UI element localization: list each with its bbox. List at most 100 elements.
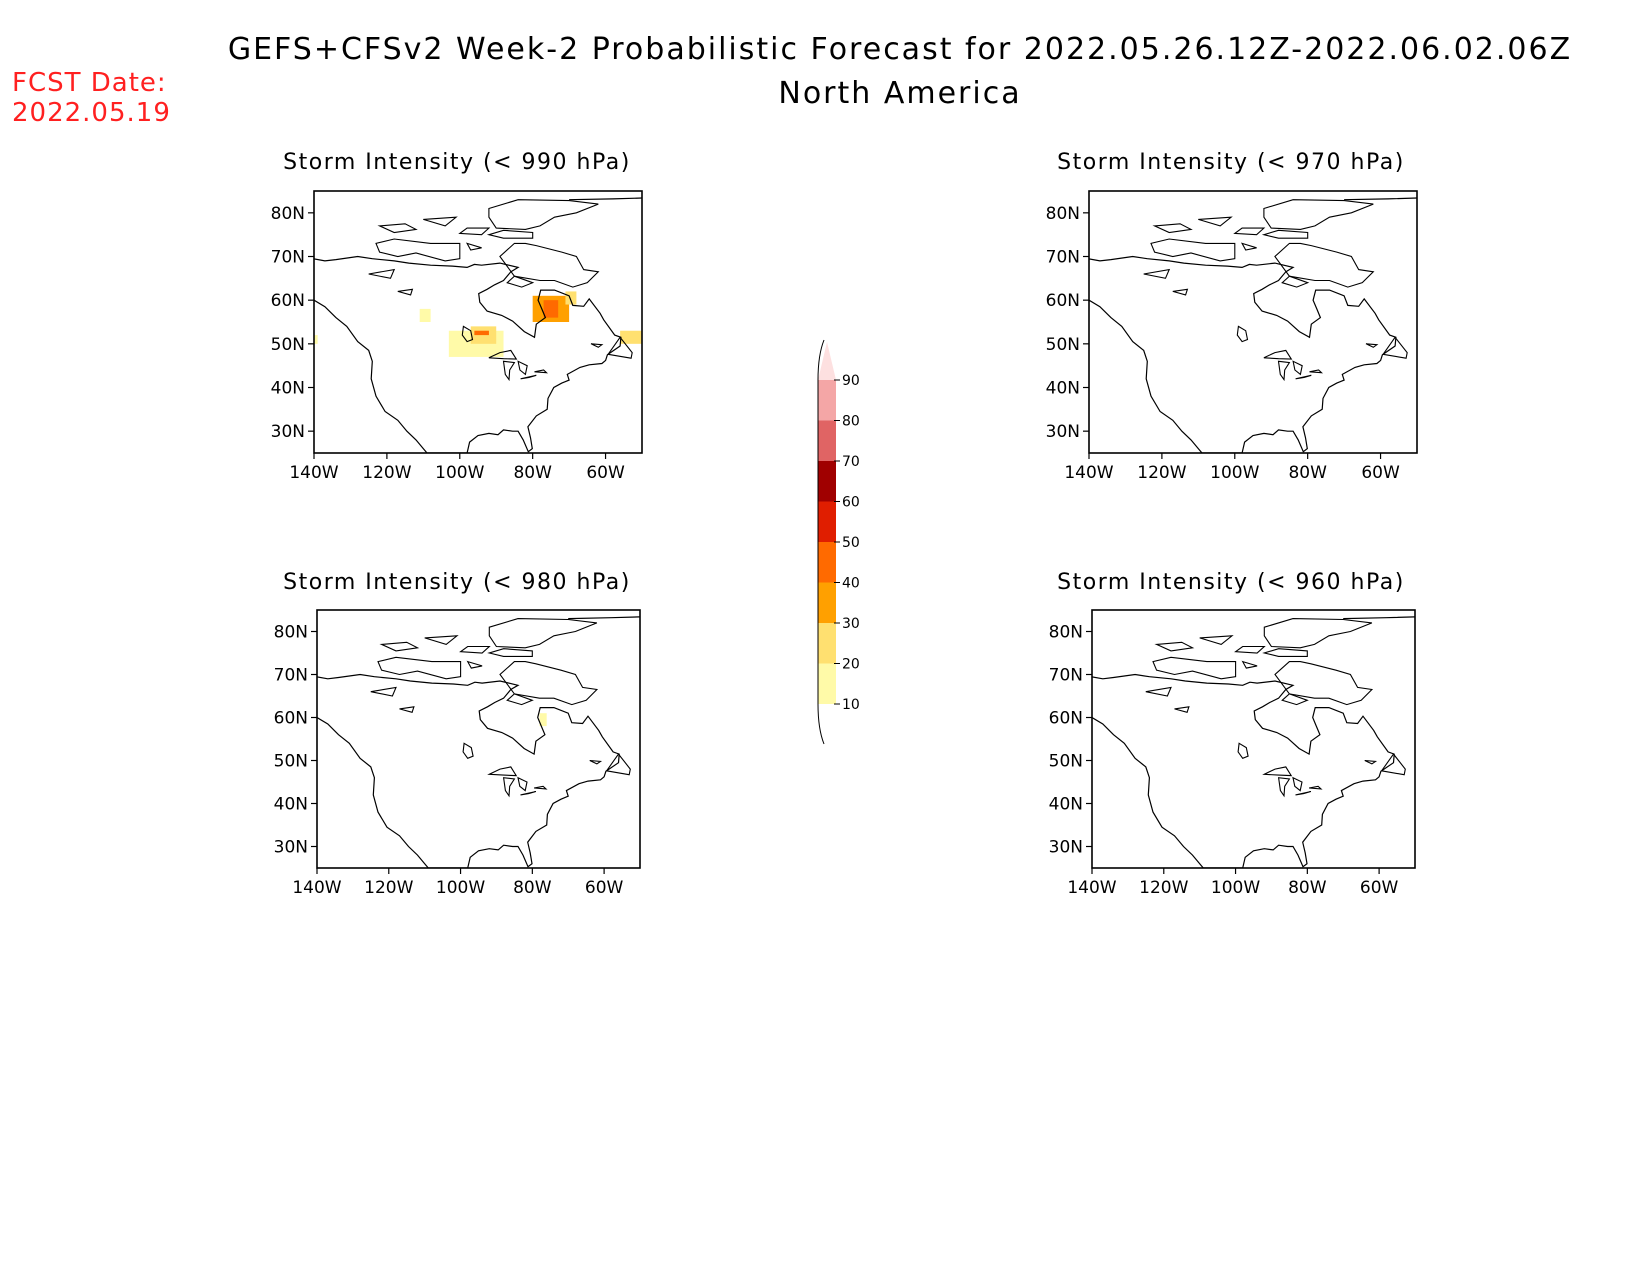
lake-outline xyxy=(1309,369,1324,374)
colorbar-bin xyxy=(818,582,836,623)
lon-tick-label: 60W xyxy=(585,878,624,898)
island-outline xyxy=(1234,645,1266,654)
map-frame xyxy=(1091,609,1416,869)
lake-outline xyxy=(1145,686,1172,697)
island-outline xyxy=(607,336,633,359)
lake-outline xyxy=(517,360,528,376)
colorbar-edge-bottom xyxy=(817,703,825,745)
island-outline xyxy=(487,648,533,657)
probability-region xyxy=(565,291,577,305)
coastline xyxy=(1089,255,1397,453)
lake-outline xyxy=(397,288,414,296)
lon-tick-label: 100W xyxy=(1210,463,1259,483)
panel-title-970: Storm Intensity (< 970 hPa) xyxy=(1057,150,1405,175)
island-outline xyxy=(377,656,462,680)
island-outline xyxy=(1380,753,1406,776)
lake-outline xyxy=(487,766,518,777)
island-outline xyxy=(589,759,603,765)
greenland-coastline xyxy=(1343,616,1415,620)
lake-outline xyxy=(1277,777,1291,798)
lat-tick-label: 50N xyxy=(274,752,308,772)
island-outline xyxy=(1281,275,1310,288)
lat-tick-label: 70N xyxy=(274,666,308,686)
island-outline xyxy=(1263,199,1374,230)
lon-tick-label: 80W xyxy=(1288,878,1327,898)
island-outline xyxy=(1262,648,1308,657)
lon-tick-label: 100W xyxy=(435,463,484,483)
map-panel-990: 80N 70N 60N 50N 40N 30N 140W 120W 100W 80W 60W xyxy=(271,190,643,483)
island-outline xyxy=(459,645,491,654)
lat-tick-label: 50N xyxy=(1049,752,1083,772)
lon-tick-label: 80W xyxy=(513,878,552,898)
lake-outline xyxy=(502,360,516,382)
lake-outline xyxy=(1236,325,1249,343)
colorbar-label: 70 xyxy=(842,454,860,470)
island-outline xyxy=(1240,242,1257,251)
island-outline xyxy=(377,223,418,234)
lake-outline xyxy=(1262,766,1293,777)
colorbar-bin xyxy=(818,501,836,542)
lake-outline xyxy=(1292,360,1303,376)
lake-outline xyxy=(488,349,518,360)
colorbar-cap-top xyxy=(818,342,836,380)
lat-tick-label: 30N xyxy=(1049,838,1083,858)
lat-tick-label: 60N xyxy=(274,709,308,729)
greenland-coastline xyxy=(568,616,640,620)
lake-outline xyxy=(461,325,474,343)
lon-tick-label: 60W xyxy=(586,463,625,483)
lon-tick-label: 140W xyxy=(289,463,338,483)
island-outline xyxy=(1281,693,1309,706)
island-outline xyxy=(488,199,599,230)
lat-tick-label: 80N xyxy=(271,204,305,224)
lake-outline xyxy=(1263,349,1293,360)
probability-region xyxy=(419,308,431,322)
island-outline xyxy=(1199,635,1234,646)
island-outline xyxy=(1263,618,1373,649)
lake-outline xyxy=(368,268,396,279)
lat-tick-label: 30N xyxy=(1046,422,1080,442)
island-outline xyxy=(590,343,604,348)
colorbar-label: 50 xyxy=(842,535,860,551)
lat-tick-label: 60N xyxy=(1046,291,1080,311)
lat-tick-label: 30N xyxy=(271,422,305,442)
island-outline xyxy=(466,660,483,669)
colorbar-label: 90 xyxy=(842,373,860,389)
lake-outline xyxy=(520,374,537,380)
lat-tick-label: 50N xyxy=(1046,335,1080,355)
lon-tick-label: 120W xyxy=(364,878,413,898)
lake-outline xyxy=(1172,288,1189,296)
lat-tick-label: 40N xyxy=(271,379,305,399)
lon-tick-label: 80W xyxy=(1288,463,1327,483)
probability-region xyxy=(314,335,318,344)
lat-tick-label: 70N xyxy=(271,248,305,268)
lake-outline xyxy=(1295,374,1312,380)
probability-region xyxy=(539,713,547,727)
lake-outline xyxy=(1237,742,1249,759)
island-outline xyxy=(1233,227,1266,236)
lat-tick-label: 50N xyxy=(271,335,305,355)
lon-tick-label: 140W xyxy=(1064,463,1113,483)
island-outline xyxy=(1152,223,1193,234)
lat-tick-label: 40N xyxy=(274,795,308,815)
colorbar-bin xyxy=(818,420,836,461)
colorbar-bin xyxy=(818,663,836,704)
lake-outline xyxy=(517,776,528,792)
colorbar-bin xyxy=(818,380,836,421)
lon-tick-label: 80W xyxy=(513,463,552,483)
lat-tick-label: 70N xyxy=(1046,248,1080,268)
fcst-date-label: FCST Date: xyxy=(12,68,167,98)
colorbar-label: 20 xyxy=(842,657,860,673)
island-outline xyxy=(499,661,599,706)
island-outline xyxy=(375,238,461,262)
colorbar-bin xyxy=(818,461,836,502)
lake-outline xyxy=(502,777,516,798)
colorbar-edge-top xyxy=(817,339,825,381)
island-outline xyxy=(1150,238,1236,262)
lat-tick-label: 40N xyxy=(1049,795,1083,815)
colorbar-bin xyxy=(818,623,836,664)
greenland-coastline xyxy=(569,197,642,201)
probability-colorbar: 90 80 70 60 50 40 30 20 10 xyxy=(817,339,860,745)
lake-outline xyxy=(1277,360,1291,382)
map-panel-960: 80N 70N 60N 50N 40N 30N 140W 120W 100W 80W 60W xyxy=(1049,609,1416,898)
panel-title-990: Storm Intensity (< 990 hPa) xyxy=(283,150,631,175)
